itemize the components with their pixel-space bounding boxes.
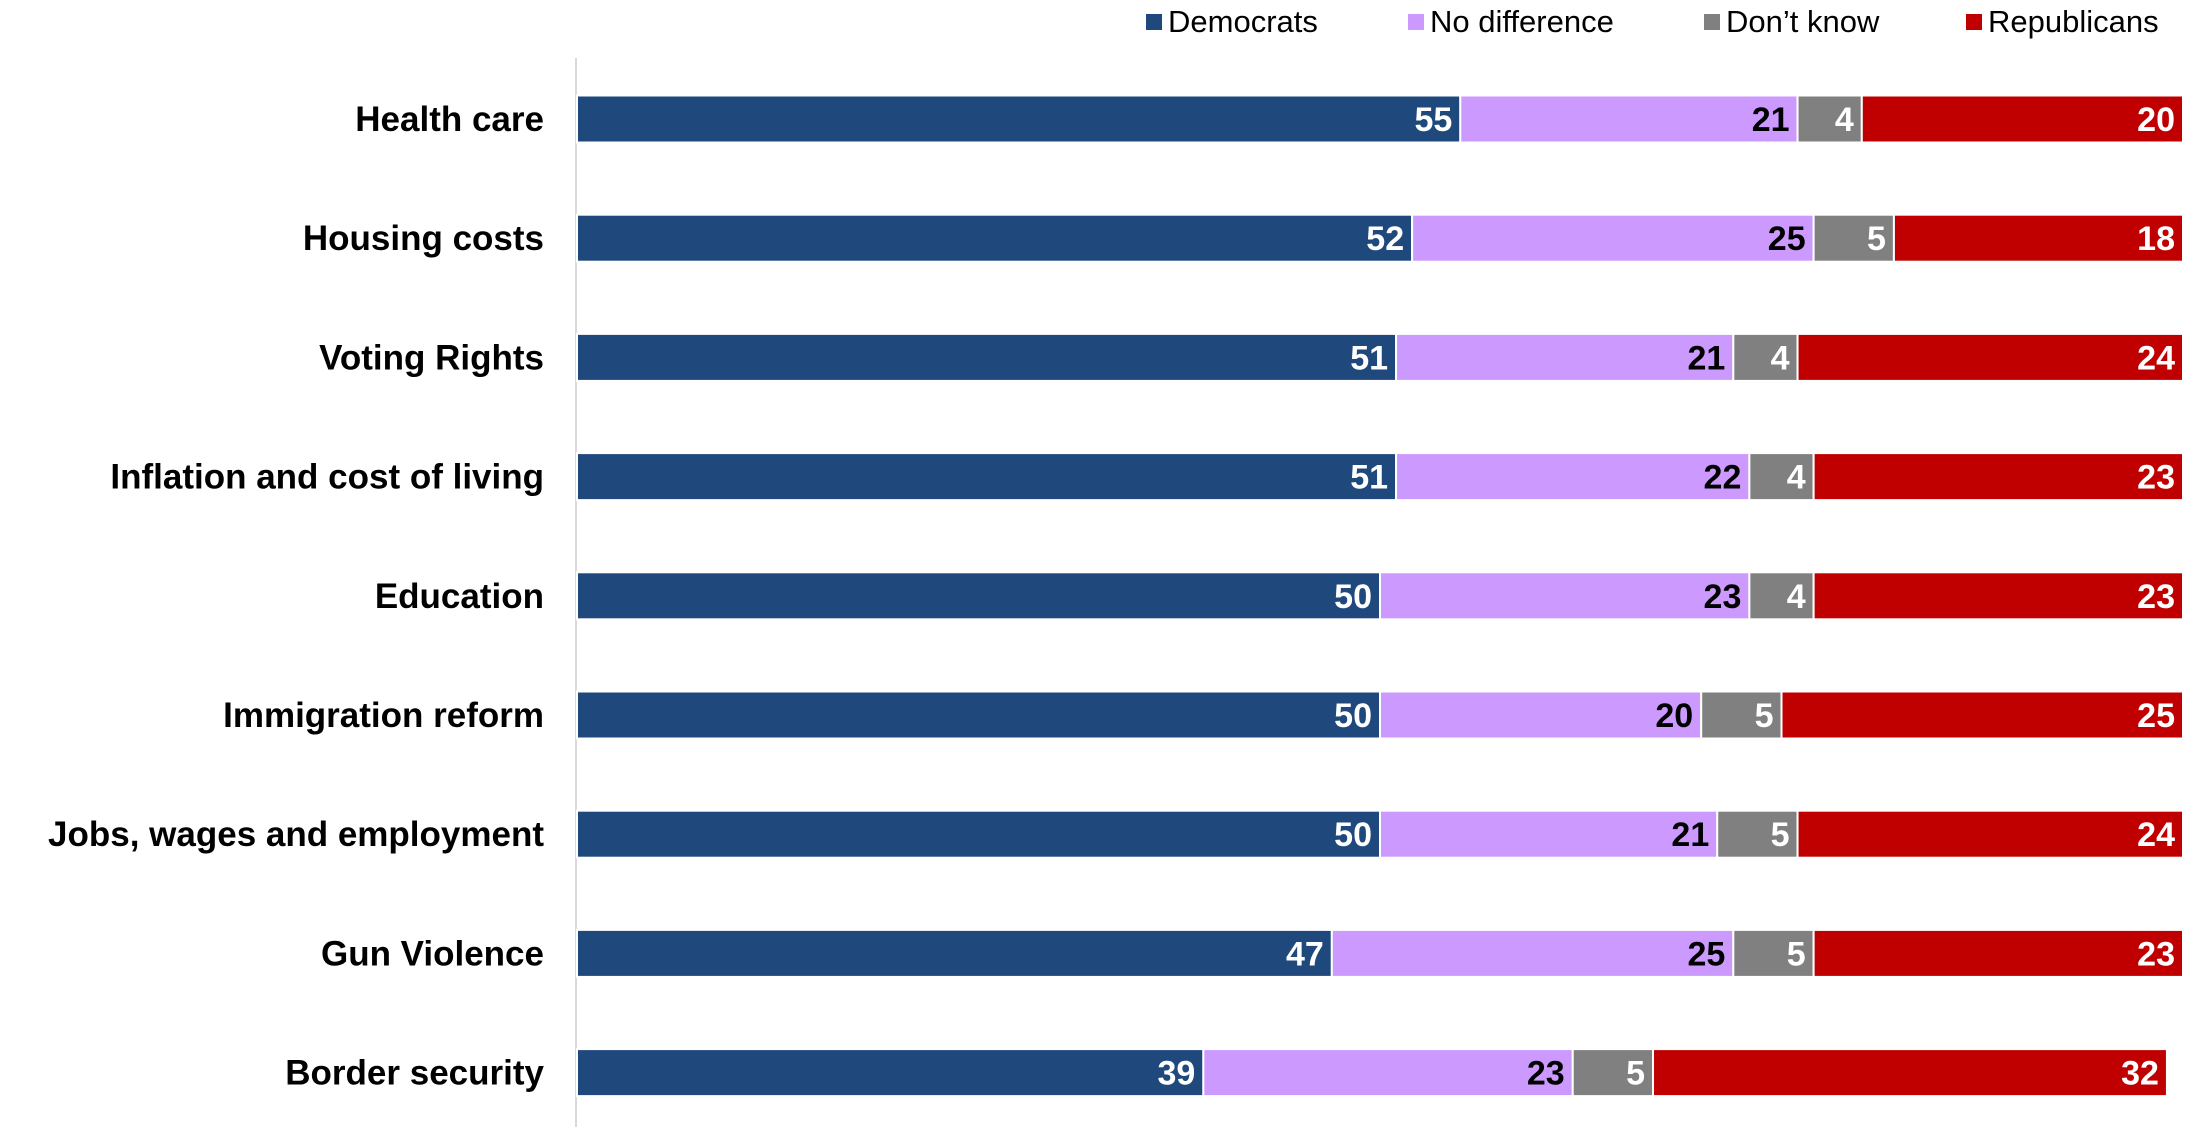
data-label-republicans-gun-violence: 23: [2137, 935, 2175, 973]
bar-democrats-immigration-reform: [576, 690, 1381, 740]
bar-democrats-housing-costs: [576, 213, 1414, 263]
data-label-no-difference-education: 23: [1704, 578, 1742, 616]
category-label-education: Education: [375, 577, 544, 616]
bar-republicans-immigration-reform: [1780, 690, 2184, 740]
bar-no-difference-gun-violence: [1330, 928, 1735, 978]
bar-no-difference-immigration-reform: [1379, 690, 1703, 740]
category-label-voting-rights: Voting Rights: [319, 338, 544, 377]
bar-no-difference-health-care: [1459, 94, 1799, 144]
category-label-housing-costs: Housing costs: [303, 219, 544, 258]
legend-swatch-republicans: [1966, 14, 1982, 30]
data-label-republicans-education: 23: [2137, 578, 2175, 616]
category-label-immigration-reform: Immigration reform: [223, 696, 544, 735]
bar-don-t-know-housing-costs: [1812, 213, 1895, 263]
data-label-don-t-know-inflation-and-cost-of-living: 4: [1787, 459, 1806, 497]
data-label-no-difference-housing-costs: 25: [1768, 220, 1806, 258]
data-label-republicans-jobs-wages-and-employment: 24: [2137, 816, 2175, 854]
legend-label-no-difference: No difference: [1430, 4, 1614, 39]
data-label-republicans-immigration-reform: 25: [2137, 697, 2175, 735]
bar-democrats-health-care: [576, 94, 1462, 144]
bar-republicans-housing-costs: [1892, 213, 2185, 263]
bar-democrats-gun-violence: [576, 928, 1333, 978]
bar-republicans-gun-violence: [1812, 928, 2184, 978]
bar-republicans-education: [1812, 571, 2184, 621]
data-label-don-t-know-jobs-wages-and-employment: 5: [1771, 816, 1790, 854]
bar-democrats-jobs-wages-and-employment: [576, 809, 1381, 859]
data-label-don-t-know-immigration-reform: 5: [1755, 697, 1774, 735]
bar-democrats-voting-rights: [576, 332, 1398, 382]
bar-don-t-know-gun-violence: [1732, 928, 1815, 978]
data-label-republicans-voting-rights: 24: [2137, 339, 2175, 377]
data-label-don-t-know-voting-rights: 4: [1771, 339, 1790, 377]
data-label-no-difference-voting-rights: 21: [1687, 339, 1725, 377]
bar-no-difference-housing-costs: [1411, 213, 1815, 263]
bar-no-difference-jobs-wages-and-employment: [1379, 809, 1719, 859]
data-label-don-t-know-housing-costs: 5: [1867, 220, 1886, 258]
data-label-democrats-inflation-and-cost-of-living: 51: [1350, 459, 1388, 497]
data-label-no-difference-border-security: 23: [1527, 1055, 1565, 1093]
data-label-republicans-border-security: 32: [2121, 1055, 2159, 1093]
data-label-democrats-immigration-reform: 50: [1334, 697, 1372, 735]
legend-swatch-no-difference: [1408, 14, 1424, 30]
data-label-don-t-know-gun-violence: 5: [1787, 935, 1806, 973]
legend-label-don-t-know: Don’t know: [1726, 4, 1880, 39]
data-label-don-t-know-health-care: 4: [1835, 101, 1854, 139]
category-label-border-security: Border security: [285, 1054, 544, 1093]
category-label-jobs-wages-and-employment: Jobs, wages and employment: [48, 815, 544, 854]
data-label-no-difference-jobs-wages-and-employment: 21: [1671, 816, 1709, 854]
data-label-republicans-inflation-and-cost-of-living: 23: [2137, 459, 2175, 497]
data-label-no-difference-gun-violence: 25: [1687, 935, 1725, 973]
data-label-no-difference-immigration-reform: 20: [1655, 697, 1693, 735]
data-label-democrats-border-security: 39: [1158, 1055, 1196, 1093]
legend-swatch-don-t-know: [1704, 14, 1720, 30]
category-label-inflation-and-cost-of-living: Inflation and cost of living: [110, 458, 544, 497]
bar-republicans-inflation-and-cost-of-living: [1812, 452, 2184, 502]
bar-democrats-inflation-and-cost-of-living: [576, 452, 1398, 502]
bar-republicans-voting-rights: [1796, 332, 2185, 382]
bar-don-t-know-border-security: [1571, 1048, 1655, 1098]
data-label-no-difference-inflation-and-cost-of-living: 22: [1704, 459, 1742, 497]
legend-label-democrats: Democrats: [1168, 4, 1318, 39]
data-label-democrats-education: 50: [1334, 578, 1372, 616]
legend-swatch-democrats: [1146, 14, 1162, 30]
bar-no-difference-voting-rights: [1395, 332, 1735, 382]
bar-no-difference-inflation-and-cost-of-living: [1395, 452, 1751, 502]
category-label-health-care: Health care: [355, 100, 544, 139]
category-label-gun-violence: Gun Violence: [321, 934, 544, 973]
data-label-democrats-gun-violence: 47: [1286, 935, 1324, 973]
data-label-democrats-jobs-wages-and-employment: 50: [1334, 816, 1372, 854]
bar-republicans-health-care: [1860, 94, 2185, 144]
data-label-don-t-know-border-security: 5: [1626, 1055, 1645, 1093]
legend-label-republicans: Republicans: [1988, 4, 2159, 39]
data-label-republicans-health-care: 20: [2137, 101, 2175, 139]
bar-democrats-education: [576, 571, 1381, 621]
data-label-don-t-know-education: 4: [1787, 578, 1806, 616]
data-label-democrats-voting-rights: 51: [1350, 339, 1388, 377]
bar-republicans-jobs-wages-and-employment: [1796, 809, 2185, 859]
bar-no-difference-border-security: [1202, 1048, 1574, 1098]
data-label-democrats-health-care: 55: [1414, 101, 1452, 139]
data-label-no-difference-health-care: 21: [1752, 101, 1790, 139]
bar-republicans-border-security: [1652, 1048, 2168, 1098]
bar-democrats-border-security: [576, 1048, 1205, 1098]
data-label-republicans-housing-costs: 18: [2137, 220, 2175, 258]
data-label-democrats-housing-costs: 52: [1366, 220, 1404, 258]
bar-no-difference-education: [1379, 571, 1751, 621]
